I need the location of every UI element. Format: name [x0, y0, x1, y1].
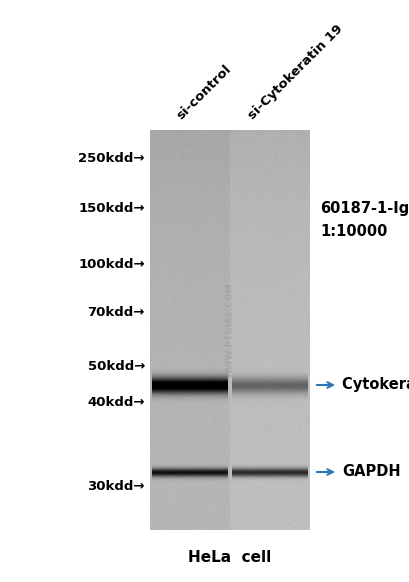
- Text: Cytokeratin 19: Cytokeratin 19: [341, 378, 409, 392]
- Text: si-Cytokeratin 19: si-Cytokeratin 19: [245, 22, 345, 122]
- Text: HeLa  cell: HeLa cell: [188, 551, 271, 566]
- Text: si-control: si-control: [173, 62, 233, 122]
- Text: 250kdd→: 250kdd→: [78, 151, 145, 165]
- Text: 70kdd→: 70kdd→: [88, 306, 145, 318]
- Text: 150kdd→: 150kdd→: [78, 201, 145, 215]
- Text: 50kdd→: 50kdd→: [88, 360, 145, 372]
- Text: 30kdd→: 30kdd→: [87, 481, 145, 494]
- Text: 100kdd→: 100kdd→: [78, 257, 145, 271]
- Text: 40kdd→: 40kdd→: [87, 396, 145, 409]
- Text: WWW.PTGIAE.COM: WWW.PTGIAE.COM: [225, 282, 234, 378]
- Text: GAPDH: GAPDH: [341, 464, 400, 480]
- Text: 60187-1-Ig
1:10000: 60187-1-Ig 1:10000: [319, 201, 408, 239]
